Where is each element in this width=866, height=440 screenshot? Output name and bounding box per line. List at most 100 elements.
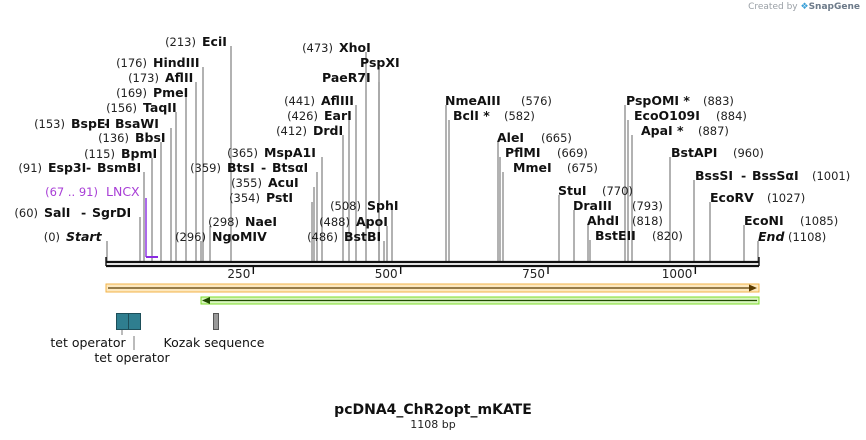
cut-site-position: (473) xyxy=(302,41,333,55)
lncx-feature[interactable]: (67 .. 91) LNCX xyxy=(45,184,158,258)
feature-kozak-sequence[interactable]: Kozak sequence xyxy=(164,313,265,351)
cut-site-position: (665) xyxy=(541,131,572,145)
cut-site-apoi[interactable]: (488) ApoI xyxy=(319,214,388,229)
cut-site-bcli[interactable]: (582) BclI * xyxy=(453,108,535,123)
cut-site-name: BtsI xyxy=(227,160,255,175)
cut-site-psti[interactable]: (354) PstI xyxy=(229,190,293,205)
cut-site-afliii[interactable]: (441) AflIII xyxy=(284,93,354,108)
cut-site-paer7i[interactable]: PaeR7I xyxy=(322,70,371,85)
cut-site-bsssi[interactable]: (1001) BssSI - BssSαI xyxy=(695,168,850,183)
cut-site-bspei[interactable]: (153) BspEI- BsaWI xyxy=(34,116,159,131)
cut-site-end[interactable]: (1108)End xyxy=(758,229,826,244)
cut-site-naei[interactable]: (298) NaeI xyxy=(208,214,277,229)
cut-site-hindiii[interactable]: (176) HindIII xyxy=(116,55,199,70)
cut-site-name: BstAPI xyxy=(671,145,717,160)
cut-site-position: (960) xyxy=(733,146,764,160)
feature-tet-operator-2[interactable]: tet operator xyxy=(94,313,170,366)
cut-site-draiii[interactable]: (793) DraIII xyxy=(573,198,663,213)
cut-site-name: EarI xyxy=(324,108,352,123)
cut-site-position: (0) xyxy=(44,230,60,244)
green-orf-arrow[interactable] xyxy=(200,296,760,305)
cut-site-name: Start xyxy=(66,229,103,244)
cut-site-bbsi[interactable]: (136) BbsI xyxy=(98,130,166,145)
cut-site-bpmi[interactable]: (115) BpmI xyxy=(84,146,157,161)
cut-site-name-alt: BsmBI xyxy=(97,160,141,175)
cut-site-econi[interactable]: (1085) EcoNI xyxy=(744,213,838,228)
cut-site-position: (426) xyxy=(287,109,318,123)
cut-site-stui[interactable]: (770) StuI xyxy=(558,183,633,198)
cut-site-position: (793) xyxy=(632,199,663,213)
cut-site-ngomiv[interactable]: (296) NgoMIV xyxy=(175,229,267,244)
cut-site-xhoi[interactable]: (473) XhoI xyxy=(302,40,371,55)
cut-site-pspomi[interactable]: (883) PspOMI * xyxy=(626,93,734,108)
cut-site-name: EcoRV xyxy=(710,190,754,205)
cut-site-bstapi[interactable]: (960) BstAPI xyxy=(671,145,764,160)
cut-site-ecii[interactable]: (213) EciI xyxy=(165,34,227,49)
cut-site-aflii[interactable]: (173) AflII xyxy=(128,70,193,85)
cut-site-name: ApaI * xyxy=(641,123,684,138)
cut-site-separator: - xyxy=(81,205,86,220)
cut-site-name: ApoI xyxy=(356,214,388,229)
cut-site-esp3i[interactable]: (91) Esp3I - BsmBI xyxy=(18,160,141,175)
cut-site-mspa1i[interactable]: (365) MspA1I xyxy=(227,145,316,160)
cut-site-name: BclI * xyxy=(453,108,490,123)
cut-site-position: (176) xyxy=(116,56,147,70)
cut-site-name-alt: BsaWI xyxy=(115,116,159,131)
cut-site-position: (355) xyxy=(231,176,262,190)
cut-site-pspxi[interactable]: PspXI xyxy=(360,55,400,70)
cut-site-sali[interactable]: (60) SalI - SgrDI xyxy=(14,205,131,220)
cut-site-name: BssSI xyxy=(695,168,733,183)
cut-site-ecorv[interactable]: (1027) EcoRV xyxy=(710,190,805,205)
cut-site-position: (1001) xyxy=(812,169,850,183)
cut-site-ecoo109i[interactable]: (884) EcoO109I xyxy=(634,108,747,123)
cut-site-position: (173) xyxy=(128,71,159,85)
cut-site-position: (213) xyxy=(165,35,196,49)
cut-site-name: BstEII xyxy=(595,228,636,243)
orange-orf-arrow[interactable] xyxy=(105,283,760,293)
cut-site-acui[interactable]: (355) AcuI xyxy=(231,175,299,190)
feature-tet-operator-1[interactable]: tet operator xyxy=(50,313,129,351)
tet-operator-box-2 xyxy=(128,313,141,330)
cut-site-nmeaiii[interactable]: (576) NmeAIII xyxy=(445,93,552,108)
cut-site-name: PflMI xyxy=(505,145,541,160)
cut-site-name: EciI xyxy=(202,34,227,49)
cut-site-name-alt: SgrDI xyxy=(92,205,131,220)
cut-site-pflmi[interactable]: (669) PflMI xyxy=(505,145,588,160)
cut-site-bsteii[interactable]: (820) BstEII xyxy=(595,228,683,243)
cut-site-position: (820) xyxy=(652,229,683,243)
cut-site-name: MspA1I xyxy=(264,145,316,160)
cut-site-sphi[interactable]: (508) SphI xyxy=(330,198,398,213)
cut-site-taqii[interactable]: (156) TaqII xyxy=(106,100,177,115)
cut-site-name: PaeR7I xyxy=(322,70,371,85)
cut-site-name: AcuI xyxy=(268,175,299,190)
orange-orf-arrowhead xyxy=(749,284,757,292)
cut-site-btsi[interactable]: (359) BtsI - BtsαI xyxy=(190,160,308,175)
cut-site-mmei[interactable]: (675) MmeI xyxy=(513,160,598,175)
cut-site-bstbi[interactable]: (486) BstBI xyxy=(307,229,381,244)
cut-site-position: (675) xyxy=(567,161,598,175)
cut-site-position: (115) xyxy=(84,147,115,161)
cut-site-position: (770) xyxy=(602,184,633,198)
cut-site-apai[interactable]: (887) ApaI * xyxy=(641,123,729,138)
cut-site-labels: (0) Start(60) SalI - SgrDI(91) Esp3I - BsmBI(11… xyxy=(14,34,850,244)
cut-site-pmei[interactable]: (169) PmeI xyxy=(116,85,188,100)
cut-site-name: DraIII xyxy=(573,198,612,213)
cut-site-name: EcoNI xyxy=(744,213,784,228)
cut-site-position: (1108) xyxy=(788,230,826,244)
green-orf-arrowhead xyxy=(202,297,210,304)
cut-site-start[interactable]: (0) Start xyxy=(44,229,103,244)
cut-site-position: (365) xyxy=(227,146,258,160)
cut-site-position: (412) xyxy=(276,124,307,138)
lncx-range: (67 .. 91) xyxy=(45,185,98,199)
cut-site-position: (883) xyxy=(703,94,734,108)
cut-site-position: (153) xyxy=(34,117,65,131)
cut-site-name: BspEI xyxy=(71,116,110,131)
cut-site-position: (298) xyxy=(208,215,239,229)
lncx-label: LNCX xyxy=(106,184,140,199)
cut-site-alei[interactable]: (665) AleI xyxy=(497,130,572,145)
cut-site-eari[interactable]: (426) EarI xyxy=(287,108,352,123)
cut-site-ahdi[interactable]: (818) AhdI xyxy=(587,213,663,228)
cut-site-drdi[interactable]: (412) DrdI xyxy=(276,123,343,138)
cut-site-position: (884) xyxy=(716,109,747,123)
cut-site-name: PspXI xyxy=(360,55,400,70)
